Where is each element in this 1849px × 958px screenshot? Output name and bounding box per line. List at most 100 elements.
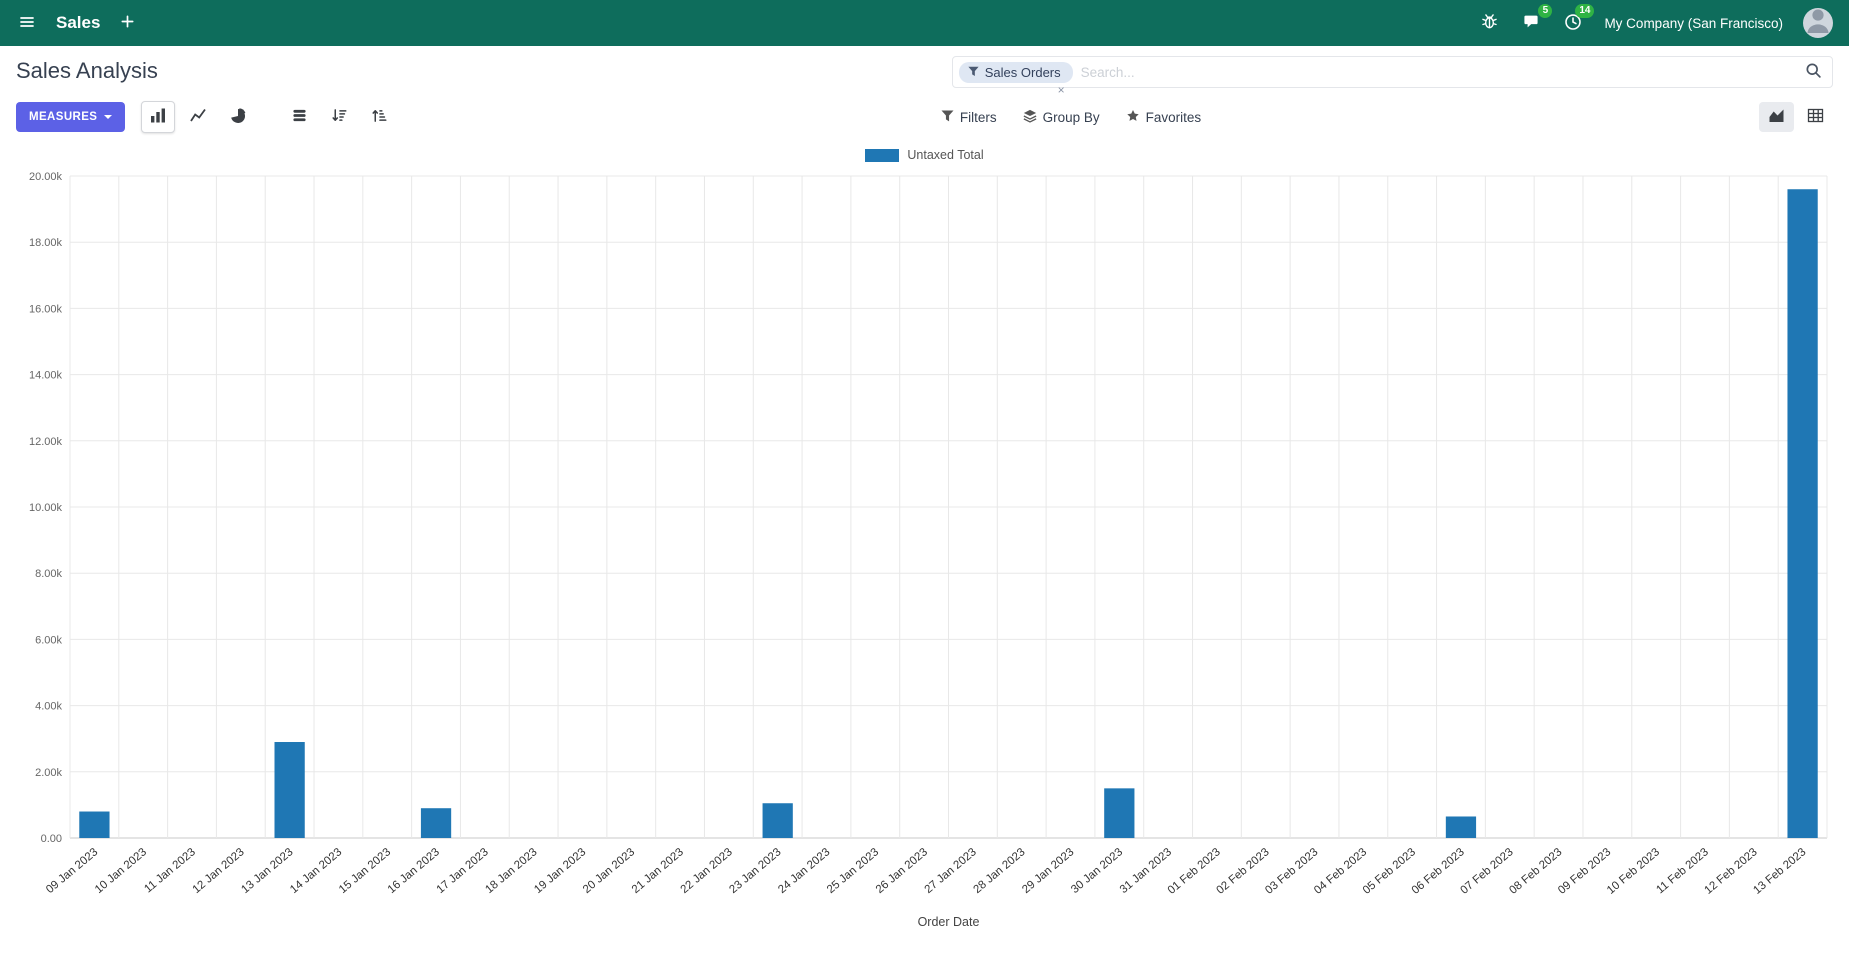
y-tick-label: 18.00k (29, 237, 63, 249)
bar[interactable]: 09 Jan 2023: 800 (79, 811, 110, 838)
graph-view-button[interactable] (1759, 102, 1794, 132)
stacked-icon (292, 108, 307, 126)
x-tick-label: 19 Jan 2023 (532, 846, 588, 896)
x-tick-label: 21 Jan 2023 (630, 846, 686, 896)
y-tick-label: 6.00k (35, 634, 62, 646)
x-tick-label: 17 Jan 2023 (435, 846, 491, 896)
x-tick-label: 28 Jan 2023 (971, 846, 1027, 896)
y-tick-label: 12.00k (29, 436, 63, 448)
sales-chart: 0.00 2.00k 4.00k 6.00k 8.00k 10.00k 12.00k 14.0… (29, 171, 1828, 929)
x-tick-label: 08 Feb 2023 (1507, 846, 1564, 897)
favorites-label: Favorites (1145, 109, 1202, 125)
x-tick-label: 15 Jan 2023 (337, 846, 393, 896)
sort-desc-button[interactable] (322, 101, 356, 133)
stacked-toggle-button[interactable] (283, 101, 316, 133)
y-tick-label: 14.00k (29, 370, 63, 382)
bar-chart-icon (150, 108, 166, 126)
y-tick-label: 8.00k (35, 568, 62, 580)
search-tools: Filters Group By Favorites (941, 109, 1201, 126)
x-tick-label: 22 Jan 2023 (679, 846, 735, 896)
x-tick-label: 10 Jan 2023 (93, 846, 149, 896)
new-record-button[interactable] (118, 12, 137, 34)
pie-chart-icon (230, 107, 246, 127)
area-chart-icon (1768, 108, 1785, 126)
y-tick-label: 4.00k (35, 701, 62, 713)
search-input[interactable] (1080, 64, 1797, 80)
search-facet[interactable]: Sales Orders × (958, 61, 1073, 96)
search-bar[interactable]: Sales Orders × (951, 56, 1833, 96)
sort-descending-icon (331, 108, 347, 126)
activities-button[interactable]: 14 (1562, 3, 1595, 36)
layers-icon (1023, 109, 1037, 126)
user-avatar[interactable] (1803, 8, 1833, 38)
y-tick-label: 16.00k (29, 303, 63, 315)
sort-ascending-icon (371, 108, 387, 126)
activities-badge: 14 (1575, 3, 1595, 18)
x-tick-label: 14 Jan 2023 (288, 846, 344, 896)
bar[interactable]: 13 Feb 2023: 19600 (1787, 189, 1818, 839)
x-tick-label: 16 Jan 2023 (386, 846, 442, 896)
debug-mode-button[interactable] (1479, 11, 1500, 35)
page-title: Sales Analysis (16, 58, 158, 83)
star-icon (1126, 109, 1140, 126)
y-tick-label: 20.00k (29, 171, 63, 183)
sort-asc-button[interactable] (362, 101, 396, 133)
x-tick-label: 24 Jan 2023 (776, 846, 832, 896)
x-tick-label: 02 Feb 2023 (1214, 846, 1271, 897)
y-tick-label: 0.00 (41, 833, 62, 845)
search-submit-button[interactable] (1805, 62, 1822, 82)
x-tick-label: 07 Feb 2023 (1458, 846, 1515, 897)
hamburger-menu-icon (18, 14, 36, 33)
app-name[interactable]: Sales (56, 13, 101, 32)
chart-type-group (141, 101, 396, 134)
menu-toggle-button[interactable] (16, 12, 38, 35)
group-by-button[interactable]: Group By (1023, 109, 1100, 126)
legend-color-box (865, 148, 900, 162)
x-tick-label: 18 Jan 2023 (483, 846, 539, 896)
pie-chart-button[interactable] (221, 101, 255, 134)
favorites-button[interactable]: Favorites (1126, 109, 1202, 126)
pivot-grid-icon (1807, 108, 1824, 126)
chart-area: Untaxed Total 0.00 2.00k 4.00k 6.00k 8.00k 10… (0, 142, 1849, 936)
bar[interactable]: 13 Jan 2023: 2900 (274, 742, 305, 838)
x-tick-label: 11 Jan 2023 (142, 846, 198, 895)
x-tick-label: 29 Jan 2023 (1020, 846, 1076, 896)
bar[interactable]: 23 Jan 2023: 1050 (762, 803, 793, 838)
person-icon (1803, 8, 1833, 38)
x-tick-label: 23 Jan 2023 (727, 846, 783, 896)
company-switcher[interactable]: My Company (San Francisco) (1604, 15, 1783, 31)
x-tick-label: 30 Jan 2023 (1069, 846, 1125, 896)
x-tick-label: 13 Jan 2023 (239, 846, 295, 896)
x-tick-label: 25 Jan 2023 (825, 846, 881, 896)
x-tick-label: 09 Jan 2023 (44, 846, 100, 896)
bar[interactable]: 30 Jan 2023: 1500 (1104, 788, 1135, 838)
measures-button[interactable]: MEASURES (16, 102, 126, 132)
filters-button[interactable]: Filters (941, 110, 997, 125)
clock-icon (1564, 13, 1582, 34)
x-tick-label: 09 Feb 2023 (1556, 846, 1613, 897)
bar-chart-button[interactable] (141, 101, 176, 133)
caret-down-icon (104, 115, 113, 119)
x-tick-label: 27 Jan 2023 (923, 846, 979, 896)
messages-badge: 5 (1538, 4, 1553, 18)
pivot-view-button[interactable] (1798, 102, 1833, 132)
top-navbar: Sales 5 (0, 0, 1849, 46)
search-icon (1805, 62, 1822, 82)
messages-button[interactable]: 5 (1520, 4, 1553, 35)
x-axis-title: Order Date (918, 915, 980, 929)
x-tick-label: 01 Feb 2023 (1166, 846, 1223, 897)
x-tick-label: 05 Feb 2023 (1361, 846, 1418, 897)
control-panel: Sales Analysis Sales Orders × MEASURES (0, 46, 1849, 142)
x-tick-label: 20 Jan 2023 (581, 846, 637, 896)
bar[interactable]: 16 Jan 2023: 900 (420, 808, 452, 838)
bug-icon (1481, 13, 1498, 33)
line-chart-icon (190, 108, 207, 126)
x-tick-label: 13 Feb 2023 (1751, 846, 1808, 897)
facet-remove-button[interactable]: × (1057, 82, 1065, 97)
line-chart-button[interactable] (181, 101, 215, 133)
group-by-label: Group By (1042, 109, 1100, 125)
chart-legend[interactable]: Untaxed Total (8, 148, 1841, 162)
filter-funnel-icon (968, 65, 979, 80)
x-tick-label: 12 Jan 2023 (191, 846, 247, 896)
bar[interactable]: 06 Feb 2023: 650 (1445, 816, 1477, 838)
